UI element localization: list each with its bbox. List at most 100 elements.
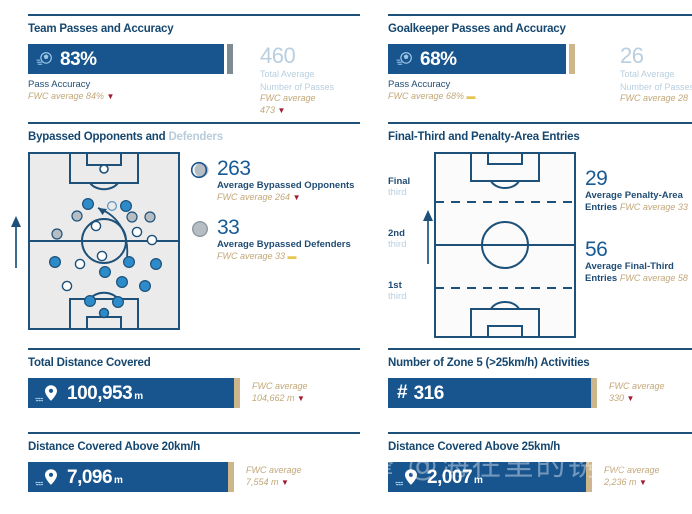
bar-average-marker — [234, 378, 240, 408]
map-pin-icon — [35, 384, 57, 401]
section-title-text: Distance Covered Above 20km/h — [28, 441, 201, 453]
gk-total-passes-fwc: FWC average 28 ▼ — [620, 93, 692, 104]
fwc-value: 330 — [609, 393, 625, 403]
zone5-value: 316 — [413, 382, 445, 404]
penalty-area-entries-label-2: Entries FWC average 33 ▼ — [585, 202, 692, 214]
bypassed-legend: 263 Average Bypassed Opponents FWC avera… — [190, 152, 354, 276]
trend-down-icon: ▼ — [691, 94, 692, 103]
bar-average-marker — [569, 44, 575, 74]
trend-down-icon: ▼ — [691, 273, 692, 284]
pitch-diagram-entries — [434, 152, 576, 338]
zone5-bar: # 316 — [388, 378, 597, 408]
section-title-team-passes: Team Passes and Accuracy — [28, 23, 360, 36]
metric-penalty-area-entries: 29 Average Penalty-Area Entries FWC aver… — [585, 168, 692, 213]
gk-pass-accuracy-fwc: FWC average 68% ▬ — [388, 91, 606, 102]
bar-fill: # 316 — [388, 378, 591, 408]
section-title-text: Bypassed Opponents and — [28, 131, 169, 143]
panel-team-passes: Team Passes and Accuracy 83% P — [28, 14, 360, 122]
fwc-text: FWC average 84% — [28, 91, 105, 101]
third-label-bottom: third — [388, 187, 407, 198]
panel-zone5-activities: Number of Zone 5 (>25km/h) Activities # … — [388, 348, 692, 432]
section-title-text: Distance Covered Above 25km/h — [388, 441, 561, 453]
trend-down-icon: ▼ — [277, 106, 286, 115]
pass-accuracy-caption: Pass Accuracy — [28, 79, 91, 90]
section-title-text: Team Passes and Accuracy — [28, 23, 174, 35]
above20-value: 7,096 m — [67, 466, 123, 488]
third-1st: 1st third — [388, 280, 422, 302]
overlapping-circles-icon — [190, 161, 209, 179]
penalty-area-entries-label-1: Average Penalty-Area — [585, 190, 683, 201]
trend-down-icon: ▼ — [281, 478, 289, 487]
zone5-fwc-2: 330 ▼ — [609, 393, 665, 404]
map-pin-icon — [395, 468, 417, 485]
section-title-goalkeeper-passes: Goalkeeper Passes and Accuracy — [388, 23, 692, 36]
value-number: 100,953 — [67, 382, 133, 404]
trend-flat-icon: ▬ — [287, 251, 297, 261]
bar-fill: 83% — [28, 44, 224, 74]
football-icon — [36, 51, 52, 65]
above25-fwc-1: FWC average — [604, 465, 660, 475]
total-distance-bar: 100,953 m — [28, 378, 240, 408]
gk-total-passes-label-2: Number of Passes — [620, 81, 692, 92]
bar-fill: 68% — [388, 44, 566, 74]
bypassed-opponents-value: 263 — [217, 157, 251, 180]
fwc-text: FWC average 33 — [217, 251, 286, 261]
fwc-value: 2,236 m — [604, 477, 637, 487]
metric-final-third-entries: 56 Average Final-Third Entries FWC avera… — [585, 239, 692, 284]
section-title-text: Final-Third and Penalty-Area Entries — [388, 131, 580, 143]
above20-fwc-1: FWC average — [246, 465, 302, 475]
value-unit: m — [134, 390, 143, 402]
trend-down-icon: ▼ — [691, 202, 692, 213]
section-title-bypassed: Bypassed Opponents and Defenders — [28, 131, 360, 144]
fwc-text: FWC average 58 — [619, 272, 688, 283]
bypassed-opponents-label: Average Bypassed Opponents — [217, 180, 355, 191]
third-label-top: 1st — [388, 280, 402, 291]
total-distance-fwc-2: 104,662 m ▼ — [252, 393, 308, 404]
map-pin-icon — [35, 468, 57, 485]
value-number: 2,007 — [427, 466, 473, 488]
pass-accuracy-fwc: FWC average 84% ▼ — [28, 91, 246, 102]
section-title-text: Goalkeeper Passes and Accuracy — [388, 23, 566, 35]
trend-down-icon: ▼ — [639, 478, 647, 487]
section-title-text: Total Distance Covered — [28, 357, 151, 369]
pitch-diagram-bypassed — [28, 152, 180, 330]
pass-accuracy-value: 83% — [60, 48, 97, 70]
above25-bar: 2,007 m — [388, 462, 592, 492]
trend-down-icon: ▼ — [292, 193, 301, 202]
trend-flat-icon: ▬ — [466, 91, 476, 101]
value-unit: m — [114, 474, 123, 486]
total-passes-label-1: Total Average — [260, 69, 315, 79]
fwc-text: FWC average 33 — [619, 201, 688, 212]
total-passes-fwc-2: 473 ▼ — [260, 105, 334, 116]
trend-down-icon: ▼ — [106, 92, 115, 101]
panel-distance-above-25: Distance Covered Above 25km/h 2,007 m FW — [388, 432, 692, 514]
value-number: 7,096 — [67, 466, 113, 488]
total-distance-value: 100,953 m — [67, 384, 143, 403]
football-icon — [396, 51, 412, 65]
bar-average-marker — [227, 44, 233, 74]
gk-pass-accuracy-bar: 68% — [388, 44, 606, 74]
filled-circle-icon — [191, 220, 209, 238]
panel-bypassed-opponents: Bypassed Opponents and Defenders — [11, 122, 360, 348]
third-final: Final third — [388, 176, 422, 198]
panel-distance-above-20: Distance Covered Above 20km/h 7,096 m FW — [28, 432, 360, 514]
bar-average-marker — [591, 378, 597, 408]
panel-goalkeeper-passes: Goalkeeper Passes and Accuracy 68% — [388, 14, 692, 122]
fwc-text: FWC average 28 — [620, 93, 689, 103]
section-title-total-distance: Total Distance Covered — [28, 357, 360, 370]
third-label-top: 2nd — [388, 228, 405, 239]
final-third-entries-value: 56 — [585, 238, 608, 261]
bypassed-defenders-label: Average Bypassed Defenders — [217, 239, 351, 250]
panel-final-third-entries: Final-Third and Penalty-Area Entries Fin… — [388, 122, 692, 348]
third-label-top: Final — [388, 176, 411, 187]
above25-value: 2,007 m — [427, 466, 483, 488]
fwc-value: 473 — [260, 105, 276, 115]
trend-down-icon: ▼ — [626, 394, 635, 403]
bar-fill: 2,007 m — [388, 462, 586, 492]
trend-down-icon: ▼ — [297, 394, 305, 403]
section-title-above20: Distance Covered Above 20km/h — [28, 441, 360, 454]
section-title-above25: Distance Covered Above 25km/h — [388, 441, 692, 454]
total-passes-value: 460 — [260, 43, 296, 68]
label-text: Entries — [585, 272, 618, 284]
legend-item-defenders: 33 Average Bypassed Defenders FWC averag… — [190, 217, 354, 262]
